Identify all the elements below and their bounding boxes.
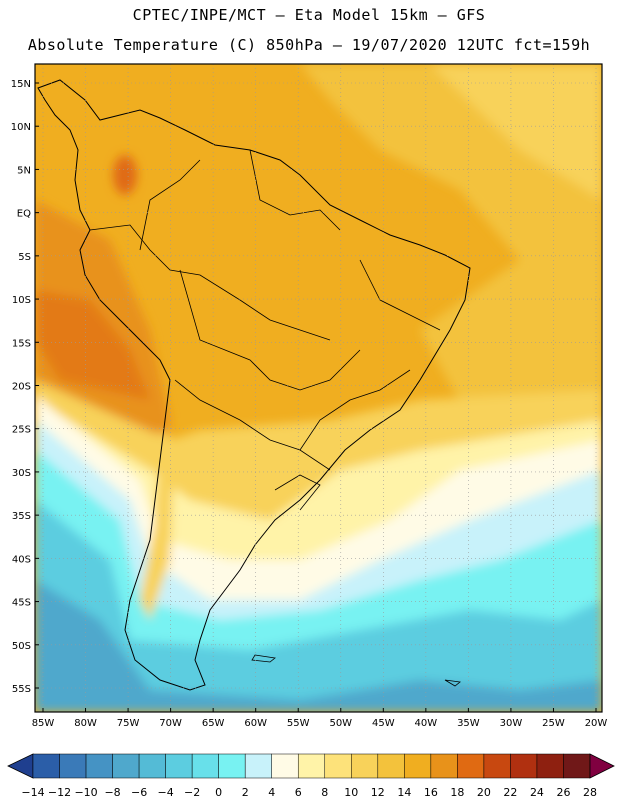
colorbar-swatch bbox=[191, 753, 219, 779]
colorbar-tick-label: 12 bbox=[371, 786, 385, 799]
colorbar-swatch bbox=[351, 753, 379, 779]
latitude-labels: 15N 10N 5N EQ 5S 10S 15S 20S 25S 30S 35S 40S 45S 50S 5… bbox=[11, 79, 39, 695]
colorbar-swatch bbox=[430, 753, 458, 779]
lat-label: 55S bbox=[12, 684, 31, 695]
lon-label: 30W bbox=[500, 718, 523, 729]
colorbar-swatch bbox=[271, 753, 299, 779]
colorbar-tick-label: 24 bbox=[530, 786, 544, 799]
lat-label: EQ bbox=[17, 209, 31, 220]
lat-label: 25S bbox=[12, 425, 31, 436]
lon-label: 50W bbox=[329, 718, 352, 729]
colorbar-tick-label: 0 bbox=[215, 786, 222, 799]
south-georgia-outline bbox=[444, 679, 461, 687]
colorbar-tick-label: 20 bbox=[477, 786, 491, 799]
colorbar-tick-label: −4 bbox=[158, 786, 174, 799]
colorbar-swatch bbox=[32, 753, 60, 779]
colorbar-labels: −14 −12 −10 −8 −6 −4 −2 0 2 4 6 8 10 12 14 16 18 20 22 24 26… bbox=[21, 786, 597, 799]
colorbar-swatch bbox=[563, 753, 591, 779]
lon-label: 55W bbox=[287, 718, 310, 729]
colorbar bbox=[7, 753, 615, 779]
colorbar-tick-label: 8 bbox=[321, 786, 328, 799]
lat-label: 40S bbox=[12, 554, 31, 565]
colorbar-swatch bbox=[59, 753, 87, 779]
colorbar-swatch bbox=[404, 753, 432, 779]
colorbar-arrow-right bbox=[589, 753, 615, 779]
band-cool-s bbox=[35, 500, 602, 712]
colorbar-tick-label: 22 bbox=[503, 786, 517, 799]
colorbar-tick-label: 10 bbox=[344, 786, 358, 799]
temperature-field bbox=[35, 64, 602, 712]
country-borders bbox=[89, 149, 441, 511]
colorbar-arrow-left bbox=[7, 753, 34, 779]
colorbar-tick-label: −12 bbox=[48, 786, 71, 799]
colorbar-tick-label: −10 bbox=[74, 786, 97, 799]
hotspot-andes-north bbox=[113, 155, 137, 195]
band-cold-s bbox=[35, 580, 602, 712]
colorbar-tick-label: 28 bbox=[583, 786, 597, 799]
lat-label: 5S bbox=[18, 252, 31, 263]
colorbar-swatch bbox=[112, 753, 140, 779]
colorbar-swatch bbox=[85, 753, 113, 779]
lon-label: 80W bbox=[74, 718, 97, 729]
colorbar-swatch bbox=[324, 753, 352, 779]
band-andes bbox=[140, 430, 175, 620]
colorbar-swatch bbox=[536, 753, 564, 779]
colorbar-swatch bbox=[218, 753, 246, 779]
lat-label: 5N bbox=[17, 165, 31, 176]
lat-label: 45S bbox=[12, 598, 31, 609]
band-yellow-ne bbox=[430, 64, 602, 200]
colorbar-tick-label: 4 bbox=[268, 786, 275, 799]
colorbar-tick-label: 26 bbox=[556, 786, 570, 799]
colorbar-tick-label: 18 bbox=[450, 786, 464, 799]
lon-label: 45W bbox=[372, 718, 395, 729]
lat-label: 20S bbox=[12, 382, 31, 393]
lat-label: 30S bbox=[12, 468, 31, 479]
colorbar-swatch bbox=[297, 753, 326, 779]
colorbar-tick-label: 16 bbox=[424, 786, 438, 799]
lat-label: 35S bbox=[12, 511, 31, 522]
lon-label: 70W bbox=[159, 718, 182, 729]
lon-label: 85W bbox=[32, 718, 55, 729]
lon-label: 60W bbox=[244, 718, 267, 729]
colorbar-swatch bbox=[244, 753, 272, 779]
colorbar-tick-label: 14 bbox=[397, 786, 411, 799]
map-title-line1: CPTEC/INPE/MCT – Eta Model 15km – GFS bbox=[132, 6, 486, 24]
lat-label: 15N bbox=[11, 79, 31, 90]
map-grid bbox=[35, 64, 602, 712]
south-america-outline bbox=[37, 79, 471, 691]
lon-label: 40W bbox=[415, 718, 438, 729]
colorbar-tick-label: −6 bbox=[131, 786, 147, 799]
lat-label: 50S bbox=[12, 641, 31, 652]
lon-label: 35W bbox=[457, 718, 480, 729]
colorbar-tick-label: 2 bbox=[242, 786, 249, 799]
colorbar-swatch bbox=[165, 753, 193, 779]
colorbar-tick-label: −8 bbox=[104, 786, 120, 799]
colorbar-swatch bbox=[377, 753, 405, 779]
colorbar-tick-label: −2 bbox=[184, 786, 200, 799]
band-hot-w bbox=[35, 290, 150, 400]
colorbar-swatch bbox=[457, 753, 485, 779]
map-frame bbox=[34, 63, 603, 713]
falklands-outline bbox=[251, 654, 276, 663]
lon-label: 25W bbox=[542, 718, 565, 729]
lat-label: 15S bbox=[12, 338, 31, 349]
colorbar-swatch bbox=[510, 753, 538, 779]
longitude-labels: 85W 80W 75W 70W 65W 60W 55W 50W 45W 40W 35W 30W 25W 2… bbox=[32, 708, 608, 729]
lat-label: 10N bbox=[11, 122, 31, 133]
lon-label: 20W bbox=[585, 718, 608, 729]
colorbar-swatch bbox=[138, 753, 166, 779]
lon-label: 75W bbox=[117, 718, 140, 729]
lat-label: 10S bbox=[12, 295, 31, 306]
colorbar-tick-label: −14 bbox=[21, 786, 44, 799]
map-title-line2: Absolute Temperature (C) 850hPa – 19/07/… bbox=[27, 36, 591, 54]
lon-label: 65W bbox=[202, 718, 225, 729]
colorbar-tick-label: 6 bbox=[295, 786, 302, 799]
colorbar-swatch bbox=[483, 753, 511, 779]
